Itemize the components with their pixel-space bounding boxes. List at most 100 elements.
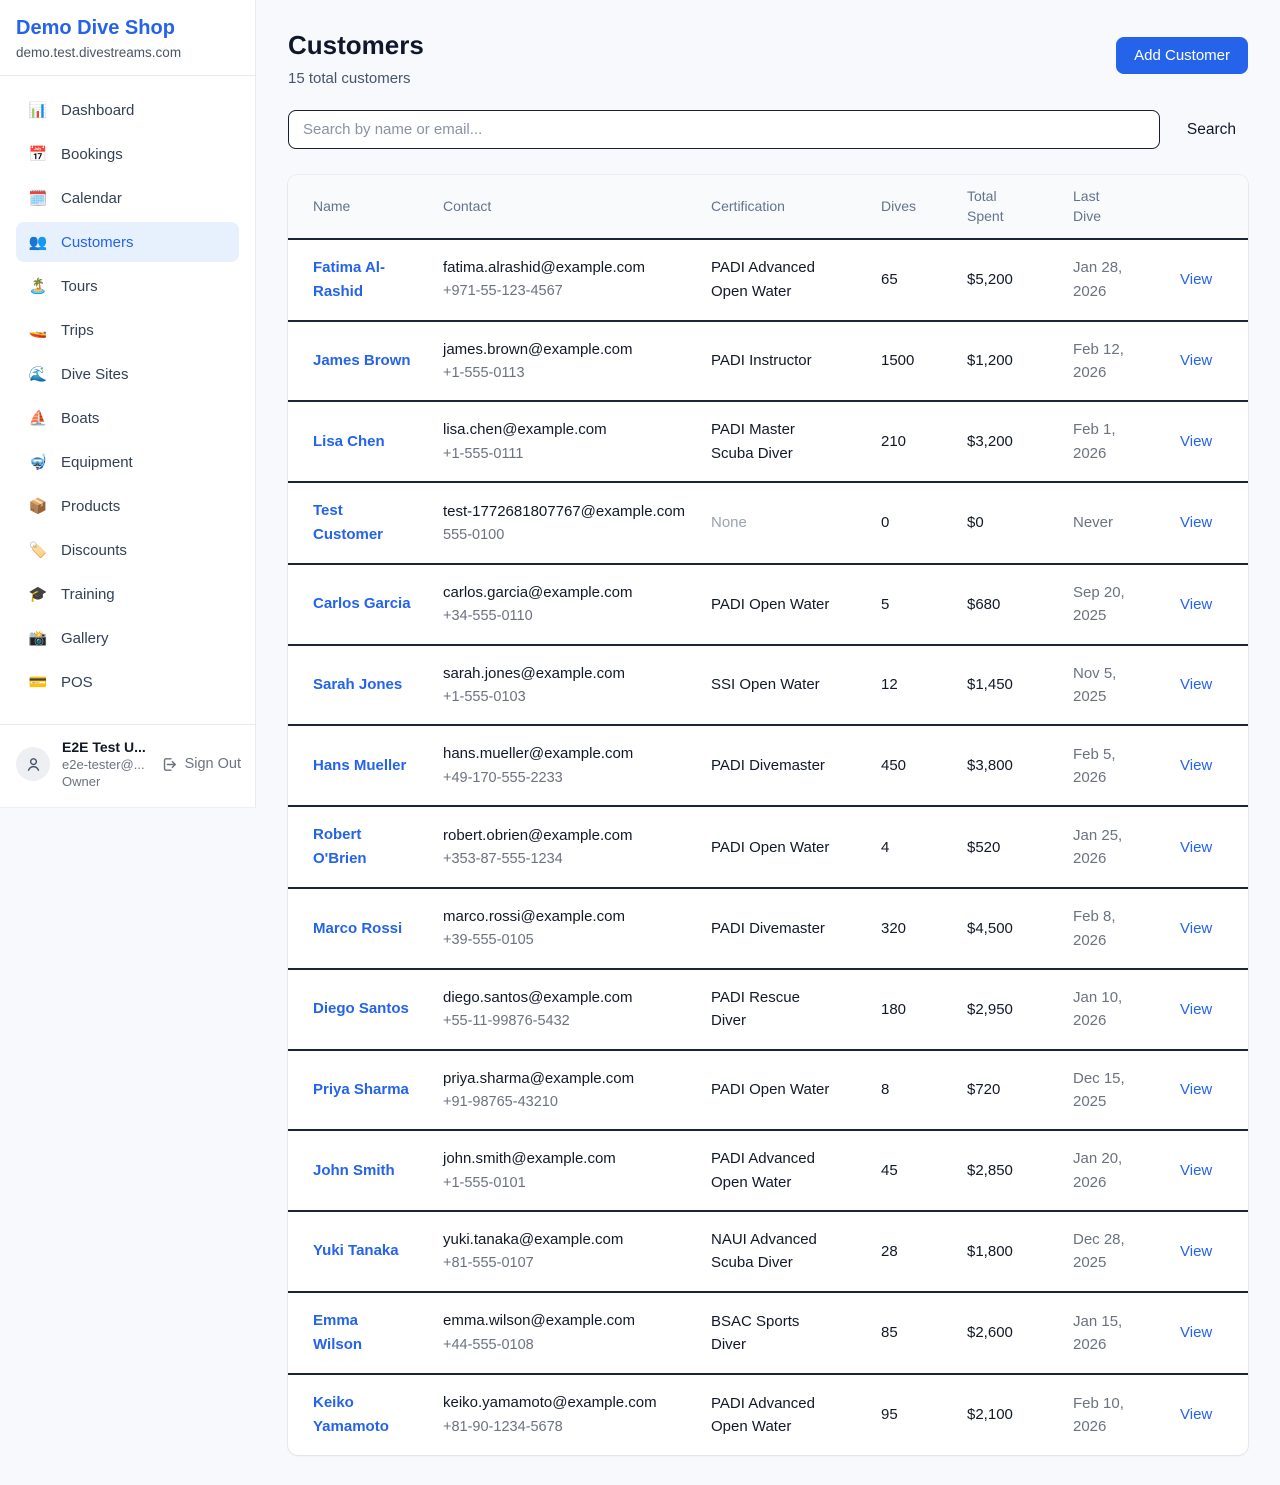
- view-link[interactable]: View: [1180, 270, 1213, 288]
- view-cell: View: [1170, 888, 1248, 970]
- view-link[interactable]: View: [1180, 838, 1213, 856]
- customer-name-link[interactable]: Marco Rossi: [313, 919, 403, 937]
- dives-count: 180: [871, 968, 957, 1051]
- table-row: James Brown james.brown@example.com +1-555…: [288, 320, 1248, 403]
- certification-cell: PADI Open Water: [701, 806, 871, 890]
- sidebar-item-calendar[interactable]: 🗓️ Calendar: [16, 178, 239, 218]
- view-cell: View: [1170, 1049, 1248, 1132]
- customer-phone: +81-555-0107: [443, 1255, 534, 1272]
- user-info: E2E Test U... e2e-tester@... Owner: [62, 739, 149, 789]
- person-icon: [27, 757, 39, 771]
- customer-name-link[interactable]: Priya Sharma: [313, 1080, 409, 1098]
- view-link[interactable]: View: [1180, 1406, 1213, 1424]
- main-content: Customers 15 total customers Add Custome…: [256, 0, 1280, 1455]
- customer-email: yuki.tanaka@example.com: [443, 1231, 624, 1249]
- view-link[interactable]: View: [1180, 433, 1213, 451]
- customer-name-link[interactable]: Yuki Tanaka: [313, 1242, 399, 1260]
- total-spent: $2,100: [967, 1406, 1013, 1424]
- view-link[interactable]: View: [1180, 1081, 1213, 1099]
- customer-name-link[interactable]: Carlos Garcia: [313, 595, 411, 613]
- customer-name-link[interactable]: Diego Santos: [313, 1000, 409, 1018]
- last-dive-date: Jan 28, 2026: [1073, 259, 1123, 300]
- table-row: Emma Wilson emma.wilson@example.com +44-55…: [288, 1291, 1248, 1375]
- view-link[interactable]: View: [1180, 1242, 1213, 1260]
- spiral-calendar-icon: 🗓️: [28, 189, 48, 207]
- sidebar-item-discounts[interactable]: 🏷️ Discounts: [16, 530, 239, 570]
- search-input[interactable]: [288, 110, 1160, 149]
- sidebar-item-label: Dashboard: [61, 101, 135, 119]
- customer-phone: +971-55-123-4567: [443, 283, 563, 300]
- customer-name-link[interactable]: Sarah Jones: [313, 676, 403, 694]
- customer-name-link[interactable]: John Smith: [313, 1161, 395, 1179]
- add-customer-button[interactable]: Add Customer: [1116, 37, 1248, 74]
- customer-contact-cell: lisa.chen@example.com +1-555-0111: [433, 401, 701, 484]
- sidebar-item-products[interactable]: 📦 Products: [16, 486, 239, 526]
- dives-count: 5: [871, 564, 957, 646]
- sidebar-item-dive-sites[interactable]: 🌊 Dive Sites: [16, 354, 239, 394]
- customer-name-link[interactable]: Keiko Yamamoto: [313, 1393, 389, 1435]
- customer-contact-cell: priya.sharma@example.com +91-98765-43210: [433, 1049, 701, 1132]
- customer-name-link[interactable]: Test Customer: [313, 502, 384, 544]
- sidebar-item-label: Boats: [61, 409, 100, 427]
- table-row: Keiko Yamamoto keiko.yamamoto@example.com…: [288, 1374, 1248, 1455]
- sign-out-button[interactable]: Sign Out: [161, 756, 241, 773]
- customer-phone: +1-555-0113: [443, 364, 525, 381]
- sidebar-item-training[interactable]: 🎓 Training: [16, 574, 239, 614]
- customer-email: john.smith@example.com: [443, 1150, 616, 1168]
- sidebar-item-label: Gallery: [61, 629, 109, 647]
- sidebar-item-tours[interactable]: 🏝️ Tours: [16, 266, 239, 306]
- last-dive-date: Feb 1, 2026: [1073, 421, 1116, 462]
- last-dive-date: Nov 5, 2025: [1073, 664, 1117, 706]
- sidebar-item-label: Training: [61, 585, 115, 603]
- last-dive-date: Feb 8, 2026: [1073, 908, 1116, 949]
- sidebar-item-equipment[interactable]: 🤿 Equipment: [16, 442, 239, 482]
- last-dive-cell: Jan 15, 2026: [1063, 1291, 1170, 1375]
- view-link[interactable]: View: [1180, 514, 1213, 532]
- sidebar-item-pos[interactable]: 💳 POS: [16, 662, 239, 702]
- customer-phone: +49-170-555-2233: [443, 769, 563, 786]
- customer-name-link[interactable]: Robert O'Brien: [313, 826, 367, 868]
- view-link[interactable]: View: [1180, 676, 1213, 694]
- col-header-certification: Certification: [701, 175, 871, 240]
- customer-name-link[interactable]: Lisa Chen: [313, 432, 385, 450]
- view-link[interactable]: View: [1180, 1162, 1213, 1180]
- sidebar-item-boats[interactable]: ⛵ Boats: [16, 398, 239, 438]
- customer-email: fatima.alrashid@example.com: [443, 259, 645, 277]
- page-header: Customers 15 total customers Add Custome…: [288, 30, 1248, 87]
- sidebar-item-trips[interactable]: 🚤 Trips: [16, 310, 239, 350]
- sidebar-item-label: POS: [61, 673, 93, 691]
- tag-icon: 🏷️: [28, 541, 48, 559]
- customer-phone: +81-90-1234-5678: [443, 1418, 563, 1435]
- total-spent: $3,200: [957, 401, 1063, 484]
- view-link[interactable]: View: [1180, 595, 1213, 613]
- view-link[interactable]: View: [1180, 757, 1213, 775]
- dives-count: 210: [871, 401, 957, 484]
- view-cell: View: [1170, 238, 1248, 322]
- search-button[interactable]: Search: [1186, 120, 1236, 138]
- view-cell: View: [1170, 644, 1248, 727]
- view-cell: View: [1170, 1211, 1248, 1293]
- view-link[interactable]: View: [1180, 919, 1213, 937]
- dives-count: 45: [871, 1130, 957, 1213]
- customer-name-link[interactable]: Emma Wilson: [313, 1311, 363, 1353]
- certification-cell: SSI Open Water: [701, 644, 871, 727]
- col-header-total-spent: Total Spent: [957, 175, 1063, 240]
- certification-cell: BSAC Sports Diver: [701, 1291, 871, 1375]
- customer-email: hans.mueller@example.com: [443, 745, 634, 763]
- customer-contact-cell: james.brown@example.com +1-555-0113: [433, 320, 701, 403]
- sidebar-item-customers[interactable]: 👥 Customers: [16, 222, 239, 262]
- sidebar-item-dashboard[interactable]: 📊 Dashboard: [16, 90, 239, 130]
- customer-name-link[interactable]: Fatima Al-Rashid: [313, 258, 385, 300]
- view-link[interactable]: View: [1180, 1324, 1213, 1342]
- customer-email: test-1772681807767@example.com: [443, 502, 686, 520]
- sidebar-item-bookings[interactable]: 📅 Bookings: [16, 134, 239, 174]
- view-link[interactable]: View: [1180, 1000, 1213, 1018]
- customer-name-link[interactable]: James Brown: [313, 351, 411, 369]
- view-link[interactable]: View: [1180, 352, 1213, 370]
- col-header-actions: [1170, 175, 1248, 240]
- last-dive-date: Jan 10, 2026: [1073, 989, 1123, 1030]
- sidebar-item-gallery[interactable]: 📸 Gallery: [16, 618, 239, 658]
- customer-name-link[interactable]: Hans Mueller: [313, 756, 407, 774]
- last-dive-cell: Feb 5, 2026: [1063, 725, 1170, 808]
- certification-text: PADI Divemaster: [711, 757, 825, 775]
